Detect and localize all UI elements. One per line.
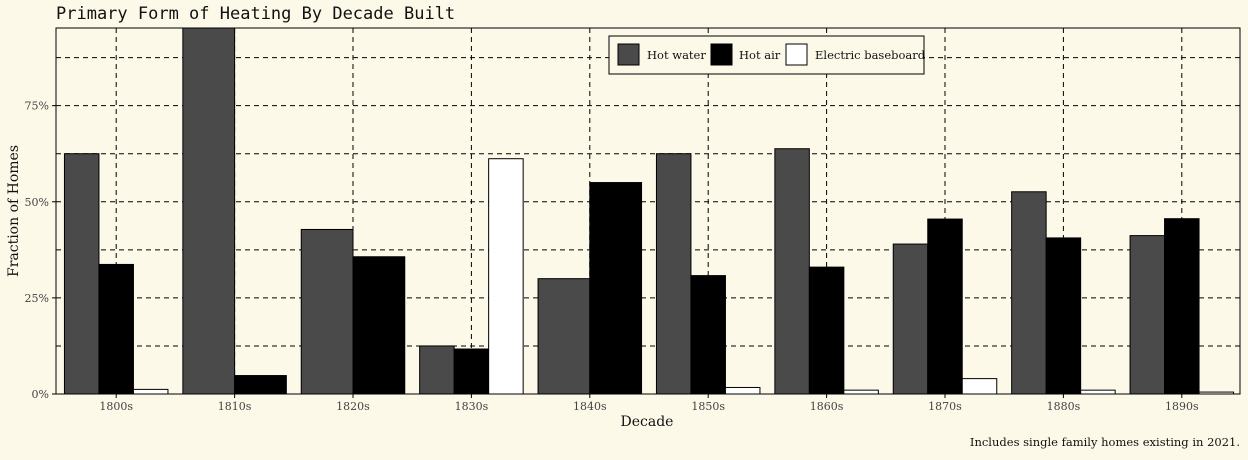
x-tick-label: 1870s [928, 400, 962, 413]
x-axis-label: Decade [621, 414, 674, 430]
bar-hot-water-1890s [1129, 235, 1166, 395]
x-tick-label: 1860s [810, 400, 844, 413]
bar-hot-air-1840s [589, 182, 643, 395]
bar-hot-water-1800s [63, 153, 100, 395]
bar-hot-air-1860s [808, 266, 845, 395]
chart-caption: Includes single family homes existing in… [970, 435, 1240, 449]
legend-swatch-hot-air [710, 43, 733, 66]
bar-electric-baseboard-1860s [843, 389, 879, 395]
x-tick-label: 1800s [99, 400, 133, 413]
y-axis-label: Fraction of Homes [6, 145, 22, 277]
legend-swatch-hot-water [617, 43, 640, 66]
bar-electric-baseboard-1880s [1080, 389, 1116, 395]
bar-hot-air-1870s [927, 218, 963, 395]
y-tick-label: 0% [32, 388, 49, 401]
bar-electric-baseboard-1830s [488, 158, 524, 395]
legend-swatch-electric-baseboard [785, 43, 808, 66]
bar-hot-air-1880s [1045, 237, 1082, 395]
bar-hot-water-1870s [892, 243, 929, 395]
legend: Hot water Hot air Electric baseboard [608, 35, 926, 75]
bar-hot-air-1820s [352, 256, 406, 395]
bar-hot-water-1810s [182, 27, 236, 395]
bar-hot-water-1830s [419, 345, 455, 395]
y-tick-label: 25% [25, 292, 49, 305]
legend-label-hot-water: Hot water [647, 48, 706, 62]
legend-box [608, 35, 925, 75]
x-tick-label: 1810s [218, 400, 252, 413]
x-tick-label: 1830s [455, 400, 489, 413]
bar-hot-air-1810s [234, 375, 287, 395]
legend-label-electric-baseboard: Electric baseboard [815, 48, 926, 62]
bar-electric-baseboard-1800s [132, 388, 169, 395]
bar-hot-water-1850s [655, 153, 692, 395]
bar-hot-water-1840s [537, 278, 591, 395]
x-tick-label: 1820s [336, 400, 370, 413]
bar-hot-air-1800s [98, 263, 134, 395]
y-tick-label: 50% [25, 196, 49, 209]
bar-electric-baseboard-1870s [961, 378, 998, 395]
bar-hot-air-1850s [690, 275, 726, 395]
legend-label-hot-air: Hot air [739, 48, 781, 62]
x-tick-label: 1840s [573, 400, 607, 413]
x-tick-label: 1880s [1047, 400, 1081, 413]
chart-title: Primary Form of Heating By Decade Built [56, 4, 455, 24]
x-tick-label: 1890s [1165, 400, 1199, 413]
y-tick-label: 75% [25, 100, 49, 113]
x-tick-label: 1850s [691, 400, 725, 413]
bar-electric-baseboard-1850s [724, 386, 761, 395]
plot-frame [55, 27, 1241, 395]
bar-hot-air-1890s [1164, 218, 1200, 395]
bar-hot-water-1820s [300, 228, 354, 395]
bar-hot-water-1880s [1011, 191, 1047, 395]
bars [63, 27, 1235, 395]
bar-hot-air-1830s [453, 348, 490, 395]
bar-hot-water-1860s [774, 148, 810, 395]
